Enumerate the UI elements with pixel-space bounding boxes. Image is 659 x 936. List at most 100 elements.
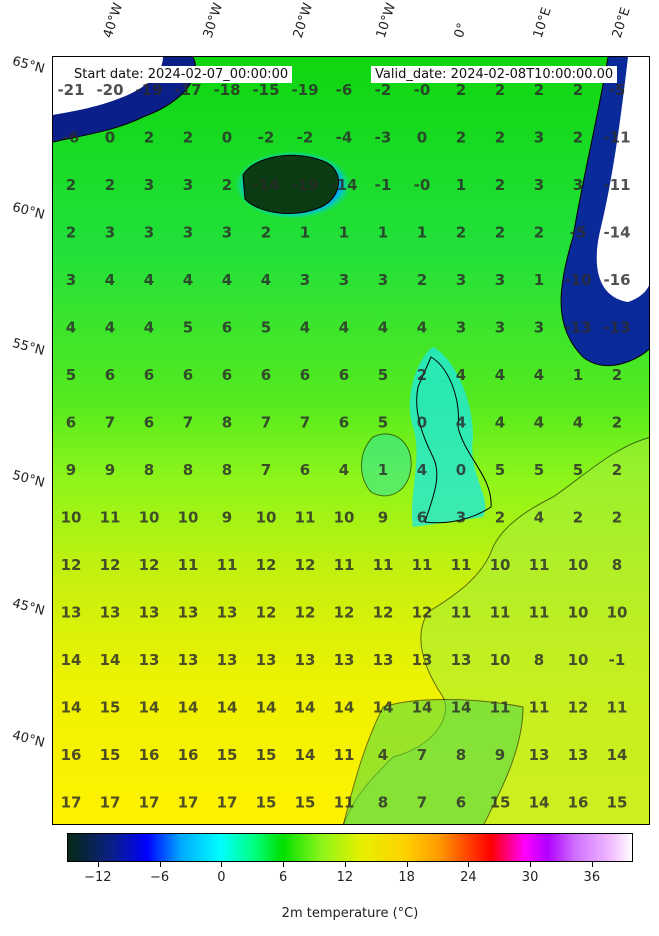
grid-value: 12 xyxy=(256,604,277,622)
lat-label-40n: 40°N xyxy=(10,728,47,751)
grid-value: 4 xyxy=(378,319,388,337)
grid-value: 0 xyxy=(456,461,466,479)
grid-value: -1 xyxy=(375,176,392,194)
grid-value: 8 xyxy=(222,461,232,479)
grid-value: 3 xyxy=(456,319,466,337)
colorbar-tick xyxy=(591,862,593,867)
grid-value: 3 xyxy=(456,271,466,289)
lon-label-10e: 10°E xyxy=(530,5,555,41)
lon-label-10w: 10°W xyxy=(373,1,400,40)
grid-value: -4 xyxy=(336,129,353,147)
grid-value: 8 xyxy=(378,794,388,812)
grid-value: 2 xyxy=(612,366,622,384)
grid-value: 11 xyxy=(412,556,433,574)
grid-value: 2 xyxy=(534,81,544,99)
grid-value: 14 xyxy=(373,699,394,717)
grid-value: 5 xyxy=(378,414,388,432)
grid-value: 16 xyxy=(178,746,199,764)
grid-value: 1 xyxy=(378,224,388,242)
grid-value: 7 xyxy=(105,414,115,432)
grid-value: 14 xyxy=(412,699,433,717)
grid-value: 11 xyxy=(451,556,472,574)
grid-value: 12 xyxy=(295,556,316,574)
grid-value: -0 xyxy=(414,176,431,194)
grid-value: 8 xyxy=(456,746,466,764)
grid-value: 6 xyxy=(144,414,154,432)
map-panel[interactable]: -21 -20 -19 -17 -18 -15 -19 -6 -2 -0 2 2 2 2 -5 -6 0 2 2 0-… xyxy=(52,56,650,825)
grid-value: 10 xyxy=(607,604,628,622)
grid-value: 3 xyxy=(144,224,154,242)
grid-value: 4 xyxy=(66,319,76,337)
grid-value: 3 xyxy=(144,176,154,194)
grid-value: 2 xyxy=(495,176,505,194)
iceland xyxy=(242,154,339,214)
grid-value: 10 xyxy=(490,651,511,669)
grid-value: -6 xyxy=(63,129,80,147)
grid-value: 0 xyxy=(417,129,427,147)
grid-value: 5 xyxy=(66,366,76,384)
grid-value: -13 xyxy=(564,319,591,337)
grid-value: 4 xyxy=(534,366,544,384)
grid-value: 4 xyxy=(495,366,505,384)
grid-value: 12 xyxy=(412,604,433,622)
grid-value: -2 xyxy=(258,129,275,147)
grid-value: 15 xyxy=(100,699,121,717)
grid-value: 11 xyxy=(100,509,121,527)
grid-value: 2 xyxy=(456,224,466,242)
lat-label-65n: 65°N xyxy=(10,54,47,77)
colorbar-tick xyxy=(97,862,99,867)
grid-value: 13 xyxy=(256,651,277,669)
grid-value: 3 xyxy=(573,176,583,194)
grid-value: -11 xyxy=(603,176,630,194)
grid-value: 2 xyxy=(66,224,76,242)
grid-value: -2 xyxy=(375,81,392,99)
grid-value: 13 xyxy=(373,651,394,669)
grid-value: 15 xyxy=(490,794,511,812)
grid-value: 13 xyxy=(217,604,238,622)
grid-value: 6 xyxy=(300,366,310,384)
grid-value: 13 xyxy=(100,604,121,622)
temperature-map: -21 -20 -19 -17 -18 -15 -19 -6 -2 -0 2 2 2 2 -5-6 0 2 2 0-… xyxy=(53,57,649,824)
grid-value: 2 xyxy=(105,176,115,194)
lat-label-60n: 60°N xyxy=(10,200,47,223)
grid-value: 17 xyxy=(100,794,121,812)
grid-value: 2 xyxy=(612,461,622,479)
grid-value: 6 xyxy=(261,366,271,384)
grid-value: 7 xyxy=(300,414,310,432)
grid-value: 13 xyxy=(529,746,550,764)
grid-value: 3 xyxy=(534,176,544,194)
grid-value: 2 xyxy=(573,81,583,99)
grid-value: 4 xyxy=(144,319,154,337)
grid-value: 4 xyxy=(261,271,271,289)
grid-value: 1 xyxy=(456,176,466,194)
grid-value: 3 xyxy=(456,509,466,527)
grid-value: 4 xyxy=(339,461,349,479)
grid-value: 2 xyxy=(495,224,505,242)
grid-value: 14 xyxy=(217,699,238,717)
colorbar-tick-label: 24 xyxy=(460,870,477,885)
grid-value: 2 xyxy=(612,509,622,527)
grid-value: 11 xyxy=(334,746,355,764)
grid-value: -19 xyxy=(291,81,318,99)
grid-value: 14 xyxy=(607,746,628,764)
grid-value: 1 xyxy=(573,366,583,384)
grid-value: 3 xyxy=(66,271,76,289)
grid-value: -10 xyxy=(564,271,591,289)
grid-value: 1 xyxy=(300,224,310,242)
grid-value: 13 xyxy=(334,651,355,669)
grid-value: 10 xyxy=(178,509,199,527)
grid-value: 15 xyxy=(295,794,316,812)
grid-value: 6 xyxy=(417,509,427,527)
grid-value: 4 xyxy=(417,319,427,337)
grid-value: 11 xyxy=(334,794,355,812)
grid-value: -14 xyxy=(330,176,357,194)
colorbar-tick xyxy=(283,862,285,867)
lon-label-20w: 20°W xyxy=(290,1,317,40)
grid-value: 9 xyxy=(378,509,388,527)
valid-date-label: Valid_date: 2024-02-08T10:00:00.00 xyxy=(371,66,618,83)
grid-value: 11 xyxy=(490,699,511,717)
grid-value: -6 xyxy=(336,81,353,99)
grid-value: 11 xyxy=(529,699,550,717)
grid-value: -3 xyxy=(375,129,392,147)
grid-value: 6 xyxy=(339,414,349,432)
